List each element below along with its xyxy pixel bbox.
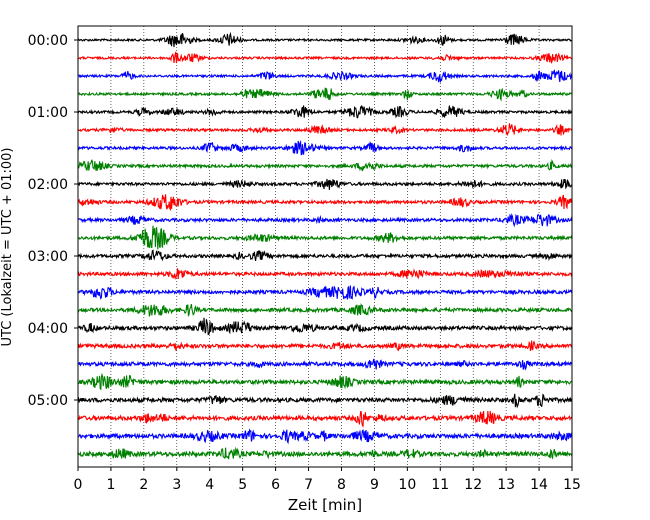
plot-frame [77,25,573,468]
x-tick-label: 11 [431,477,449,493]
trace-5 [77,123,573,137]
trace-23 [77,446,573,460]
trace-9 [77,194,573,212]
trace-2 [77,69,573,83]
y-axis: 00:00 01:00 02:00 03:00 04:00 05:00 [28,33,78,409]
trace-22 [77,428,573,445]
trace-0 [77,31,573,48]
trace-6 [77,139,573,156]
trace-12 [77,249,573,262]
trace-15 [77,302,573,318]
trace-4 [77,104,573,119]
x-tick-label: 6 [271,477,280,493]
x-tick-label: 1 [106,477,115,493]
traces [77,31,573,460]
x-axis: 0 1 2 3 4 5 6 7 8 9 10 11 12 13 14 15 [74,467,581,493]
x-tick-label: 12 [464,477,482,493]
trace-8 [77,178,573,190]
trace-1 [77,51,572,64]
trace-16 [77,317,573,336]
trace-3 [77,87,573,102]
y-tick-label: 00:00 [28,33,68,49]
y-tick-label: 03:00 [28,249,68,265]
y-tick-label: 04:00 [28,321,68,337]
trace-10 [77,212,573,228]
trace-18 [77,358,573,371]
x-tick-label: 9 [370,477,379,493]
trace-14 [77,285,573,301]
x-tick-label: 13 [497,477,515,493]
x-tick-label: 7 [304,477,313,493]
x-tick-label: 15 [563,477,581,493]
x-tick-label: 5 [238,477,247,493]
x-tick-label: 8 [337,477,346,493]
y-axis-label: UTC (Lokalzeit = UTC + 01:00) [0,148,15,347]
x-tick-label: 0 [74,477,83,493]
y-tick-label: 02:00 [28,177,68,193]
x-axis-label: Zeit [min] [288,496,362,514]
x-tick-label: 4 [205,477,214,493]
trace-21 [77,410,573,428]
trace-11 [77,225,573,250]
y-tick-label: 05:00 [28,393,68,409]
trace-20 [77,393,573,409]
x-tick-label: 2 [139,477,148,493]
y-tick-label: 01:00 [28,105,68,121]
x-tick-label: 10 [398,477,416,493]
trace-17 [77,340,573,352]
trace-7 [77,158,573,172]
x-tick-label: 3 [172,477,181,493]
trace-13 [77,268,573,280]
trace-19 [77,372,573,391]
x-tick-label: 14 [530,477,548,493]
